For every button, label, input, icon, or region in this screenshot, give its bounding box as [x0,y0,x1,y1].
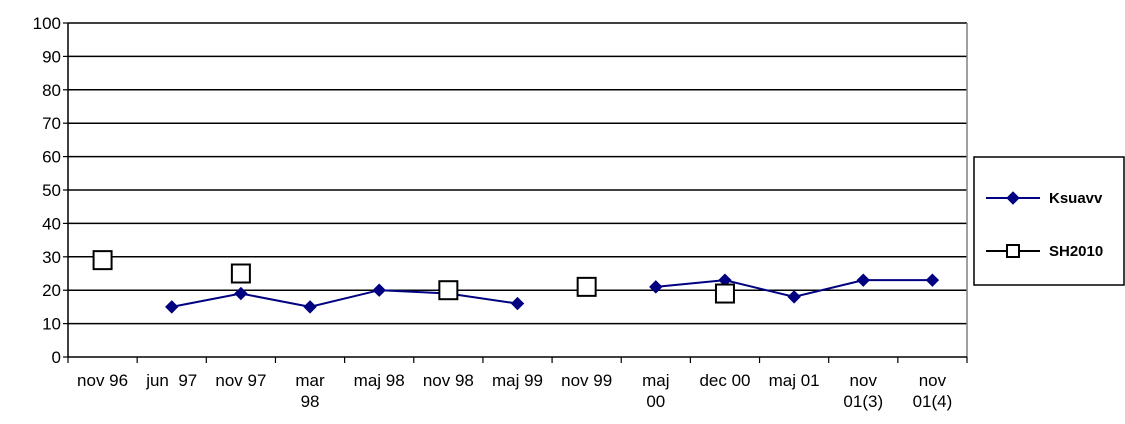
data-point-Ksuavv [303,300,317,314]
data-point-SH2010 [92,250,113,271]
series-layer [92,250,940,314]
series-line-Ksuavv [171,289,518,308]
y-axis-tick-labels: 0 10 20 30 40 50 60 70 80 90 100 [33,14,61,367]
y-tick-label: 100 [33,14,61,33]
x-tick-label: nov 97 [215,371,266,390]
gridlines [68,22,967,325]
y-tick-label: 60 [42,148,61,167]
legend-label: Ksuavv [1049,190,1103,207]
y-tick-label: 0 [52,348,61,367]
y-tick-label: 90 [42,47,61,66]
data-point-SH2010 [576,276,597,297]
x-tick-label: nov 99 [561,371,612,390]
x-tick-label: nov 01(4) [913,371,953,411]
data-point-Ksuavv [649,280,663,294]
x-tick-label: nov 01(3) [843,371,883,411]
y-tick-label: 80 [42,81,61,100]
legend-label: SH2010 [1049,243,1103,260]
y-tick-label: 30 [42,248,61,267]
x-tick-label: mar 98 [295,371,325,411]
x-tick-label: nov 96 [77,371,128,390]
y-tick-label: 70 [42,114,61,133]
y-tick-label: 40 [42,214,61,233]
data-point-Ksuavv [234,286,248,301]
series-SH2010 [92,250,735,304]
data-point-SH2010 [438,280,459,301]
legend-marker-diamond [1006,191,1020,205]
data-point-Ksuavv [856,273,870,287]
legend: Ksuavv SH2010 [973,156,1125,286]
legend-item-Ksuavv: Ksuavv [986,190,1103,207]
legend-marker-square [1006,244,1020,258]
legend-item-SH2010: SH2010 [986,243,1103,260]
x-tick-label: maj 01 [769,371,820,390]
y-tick-label: 10 [42,315,61,334]
data-point-Ksuavv [165,300,179,314]
x-tick-label: jun 97 [145,371,197,390]
x-tick-label: maj 00 [642,371,669,411]
data-point-SH2010 [714,283,735,304]
data-point-Ksuavv [925,273,940,287]
data-point-SH2010 [230,263,251,284]
x-tick-label: nov 98 [423,371,474,390]
x-axis-tick-labels: nov 96 jun 97 nov 97 mar 98 maj 98 nov 98 maj 9… [77,371,952,411]
x-tick-label: maj 99 [492,371,543,390]
x-tick-label: dec 00 [699,371,750,390]
legend-box [973,156,1125,286]
series-Ksuavv [165,273,940,314]
y-tick-label: 50 [42,181,61,200]
data-point-Ksuavv [372,283,386,297]
y-tick-label: 20 [42,281,61,300]
data-point-Ksuavv [510,296,525,311]
axes [63,22,968,363]
data-point-Ksuavv [787,290,801,304]
x-tick-label: maj 98 [354,371,405,390]
